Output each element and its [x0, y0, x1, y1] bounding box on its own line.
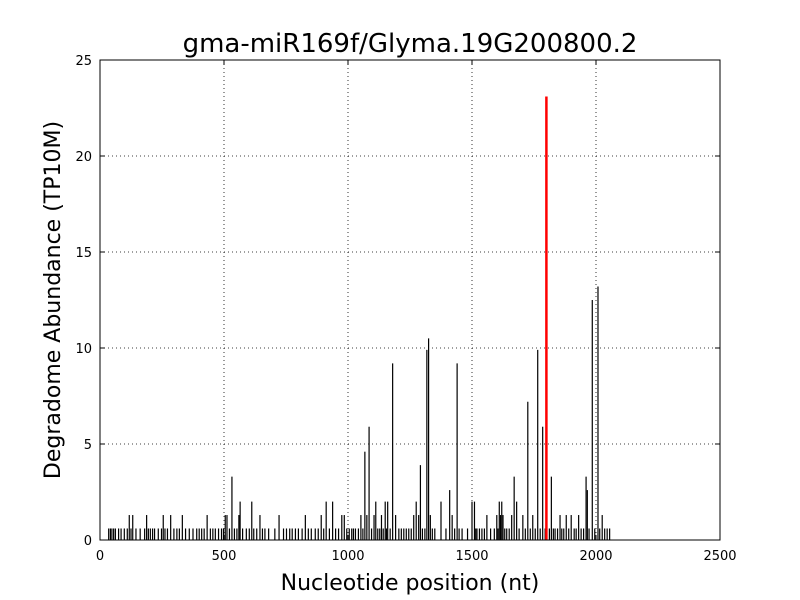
x-tick-label: 0: [96, 549, 104, 564]
x-tick-label: 500: [212, 549, 237, 564]
chart-title: gma-miR169f/Glyma.19G200800.2: [183, 29, 638, 59]
ticks: 0 500 1000 1500 2000 2500 0 5 10 15 20 25: [75, 54, 736, 564]
y-tick-label: 25: [75, 54, 92, 69]
y-tick-label: 10: [75, 342, 92, 357]
plot-frame: [99, 59, 721, 541]
x-tick-label: 1000: [331, 549, 364, 564]
y-tick-label: 20: [75, 150, 92, 165]
bars: [108, 96, 611, 540]
grid: [100, 60, 720, 540]
x-tick-label: 1500: [455, 549, 488, 564]
y-tick-label: 5: [84, 438, 92, 453]
y-tick-label: 0: [84, 534, 92, 549]
y-axis-label: Degradome Abundance (TP10M): [41, 121, 66, 479]
y-tick-label: 15: [75, 246, 92, 261]
x-axis-label: Nucleotide position (nt): [281, 571, 540, 596]
x-tick-label: 2500: [703, 549, 736, 564]
x-tick-label: 2000: [579, 549, 612, 564]
